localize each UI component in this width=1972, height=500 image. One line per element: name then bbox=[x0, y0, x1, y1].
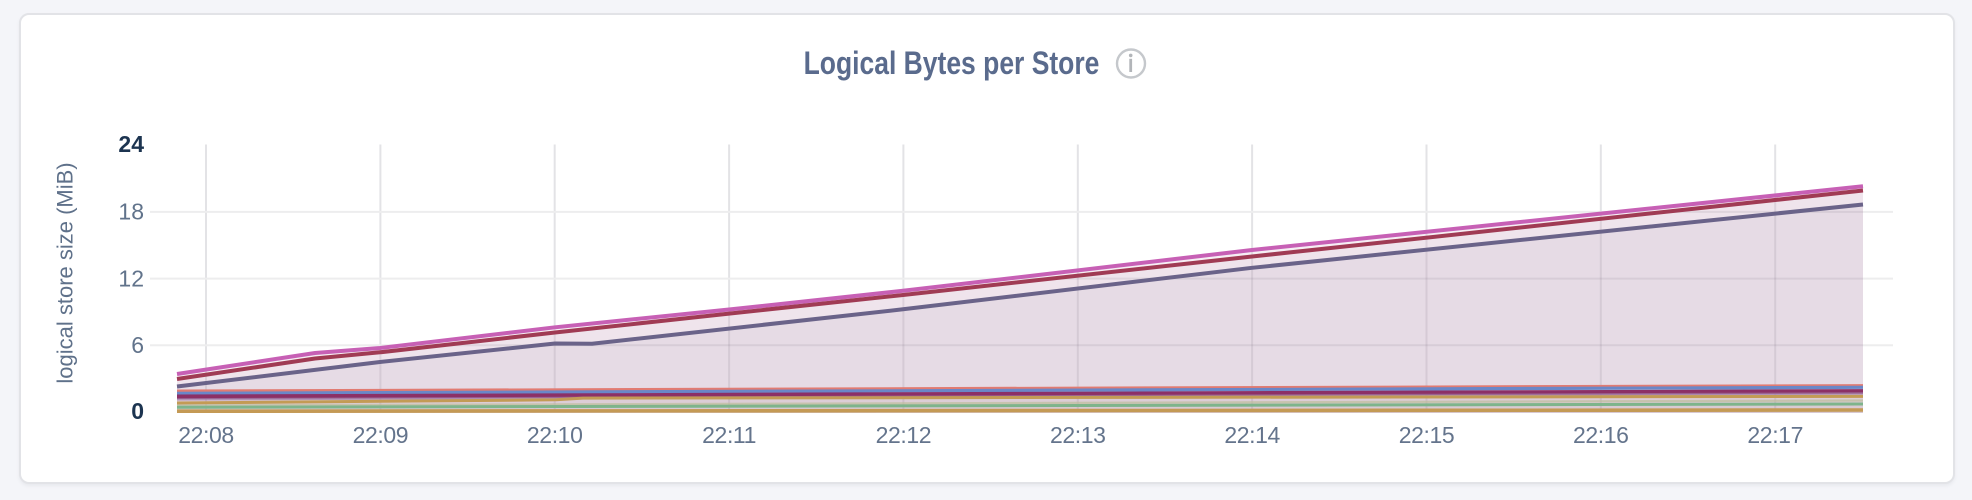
svg-text:Logical Bytes per Store: Logical Bytes per Store bbox=[804, 46, 1100, 82]
svg-text:12: 12 bbox=[118, 265, 144, 291]
svg-text:22:17: 22:17 bbox=[1747, 422, 1803, 448]
svg-text:6: 6 bbox=[131, 332, 144, 358]
svg-text:22:10: 22:10 bbox=[527, 422, 583, 448]
svg-text:18: 18 bbox=[118, 199, 144, 225]
svg-text:22:14: 22:14 bbox=[1224, 422, 1280, 448]
svg-text:24: 24 bbox=[118, 131, 144, 157]
svg-text:22:13: 22:13 bbox=[1050, 422, 1106, 448]
svg-text:22:15: 22:15 bbox=[1399, 422, 1455, 448]
svg-text:0: 0 bbox=[131, 398, 144, 424]
svg-text:22:11: 22:11 bbox=[702, 422, 756, 448]
svg-text:22:12: 22:12 bbox=[876, 422, 932, 448]
svg-text:22:09: 22:09 bbox=[353, 422, 409, 448]
svg-text:22:16: 22:16 bbox=[1573, 422, 1629, 448]
svg-text:logical store size (MiB): logical store size (MiB) bbox=[53, 162, 78, 383]
svg-text:22:08: 22:08 bbox=[178, 422, 234, 448]
